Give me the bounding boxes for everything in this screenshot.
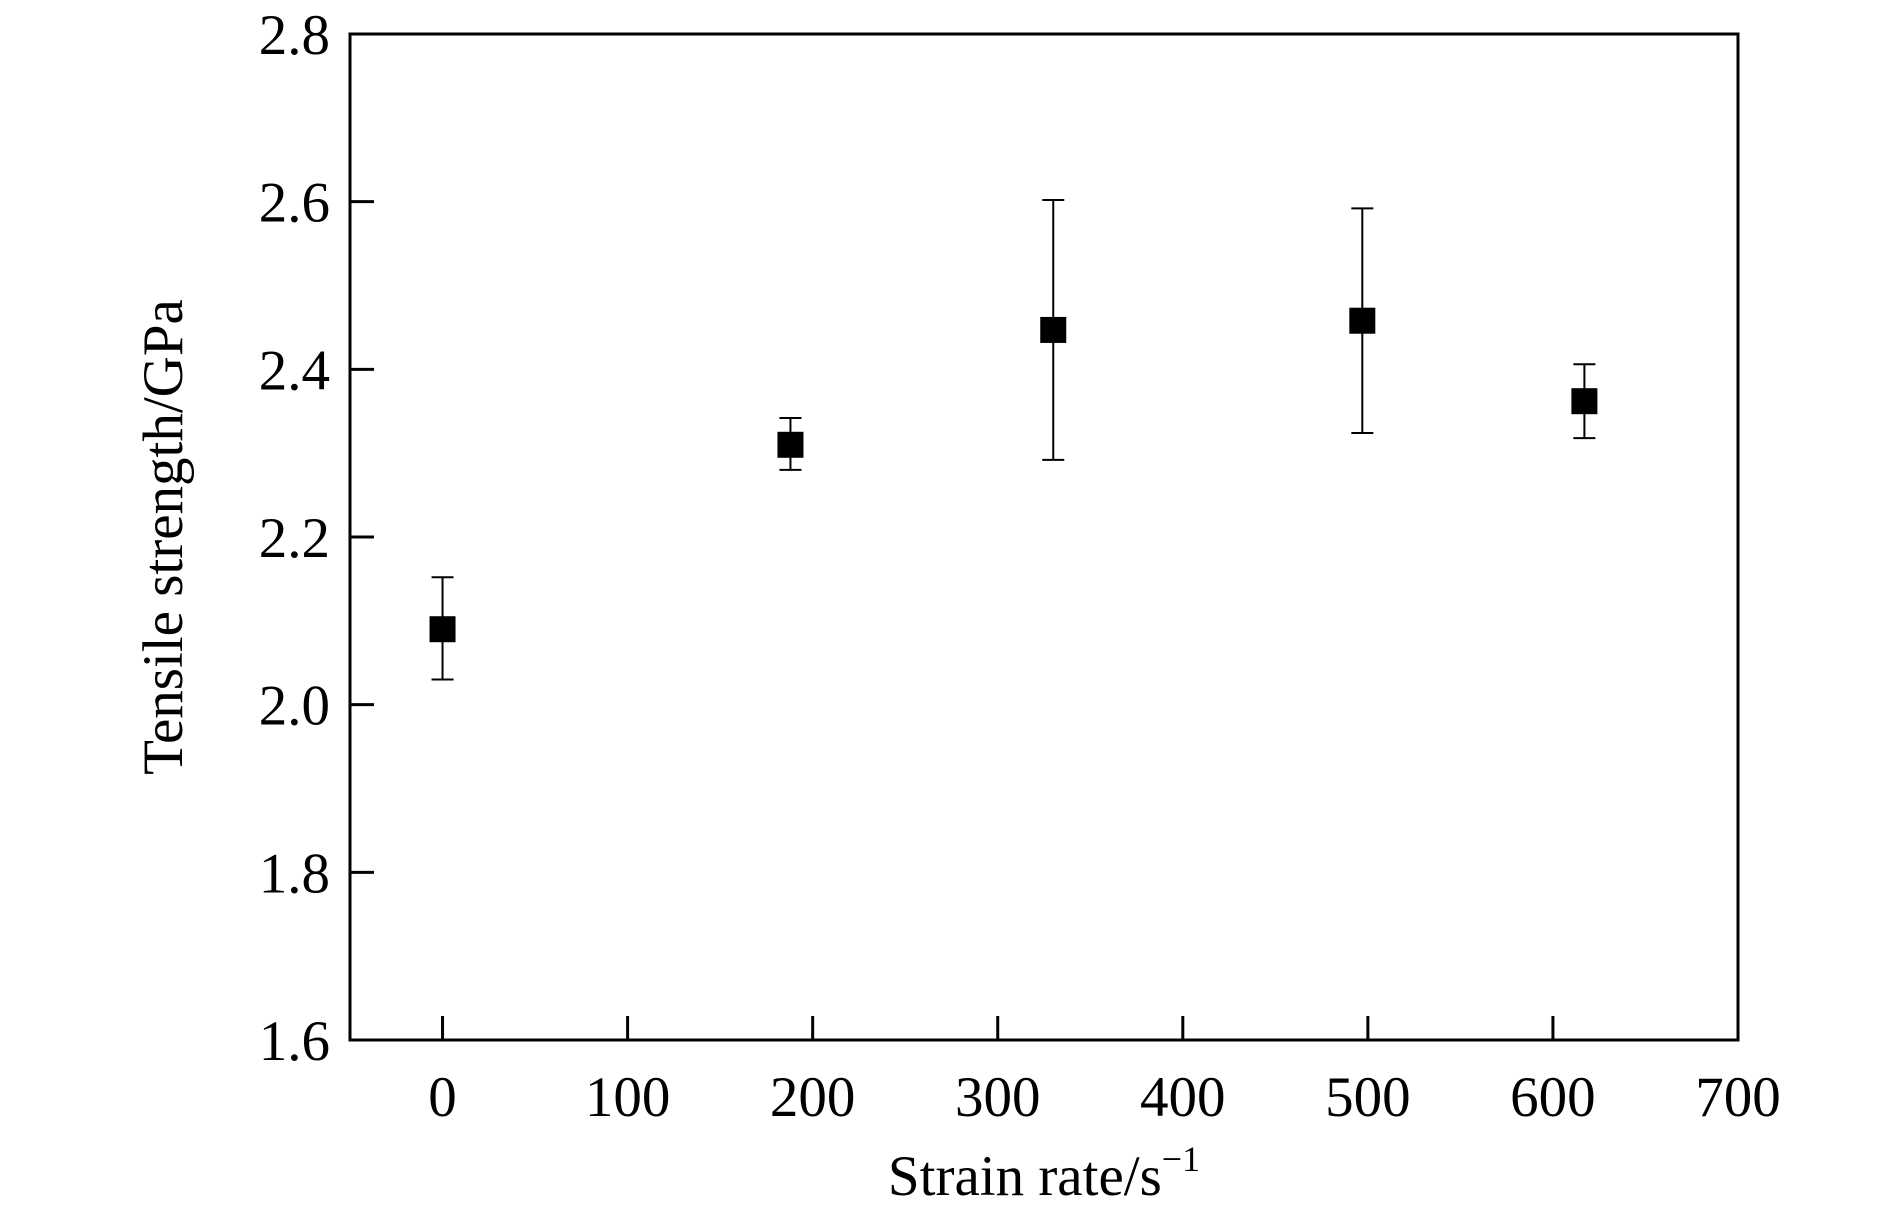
x-axis-label-superscript: −1 — [1162, 1139, 1200, 1179]
x-tick-label: 600 — [1510, 1066, 1596, 1129]
x-axis-label: Strain rate/s−1 — [888, 1139, 1200, 1208]
y-axis-label: Tensile strength/GPa — [132, 299, 195, 775]
points-layer — [429, 307, 1598, 643]
x-tick-label: 400 — [1140, 1066, 1226, 1129]
x-axis-label-main: Strain rate/s — [888, 1145, 1162, 1208]
data-point — [1040, 316, 1067, 343]
data-point — [1571, 388, 1598, 415]
plot-frame — [348, 32, 1740, 1042]
ticks-layer: 0 100 200 300 400 500 600 700 1.6 1.8 2.0 2.2 2.4 2.6… — [259, 4, 1781, 1129]
y-tick-label: 2.6 — [259, 172, 330, 235]
x-tick-label: 200 — [770, 1066, 856, 1129]
y-tick-label: 2.4 — [259, 339, 330, 402]
data-point — [777, 431, 804, 458]
x-tick-label: 700 — [1695, 1066, 1781, 1129]
data-point — [1349, 307, 1376, 334]
y-tick-label: 2.2 — [259, 507, 330, 570]
x-tick-label: 500 — [1325, 1066, 1411, 1129]
x-tick-label: 300 — [955, 1066, 1041, 1129]
y-tick-label: 2.0 — [259, 675, 330, 738]
x-tick-label: 0 — [428, 1066, 457, 1129]
y-tick-label: 1.6 — [259, 1010, 330, 1073]
x-tick-label: 100 — [585, 1066, 671, 1129]
data-point — [429, 616, 456, 643]
errorbars-layer — [431, 198, 1596, 681]
labels-layer: Strain rate/s−1 Tensile strength/GPa — [132, 299, 1200, 1208]
y-tick-label: 2.8 — [259, 4, 330, 67]
y-tick-label: 1.8 — [259, 842, 330, 905]
